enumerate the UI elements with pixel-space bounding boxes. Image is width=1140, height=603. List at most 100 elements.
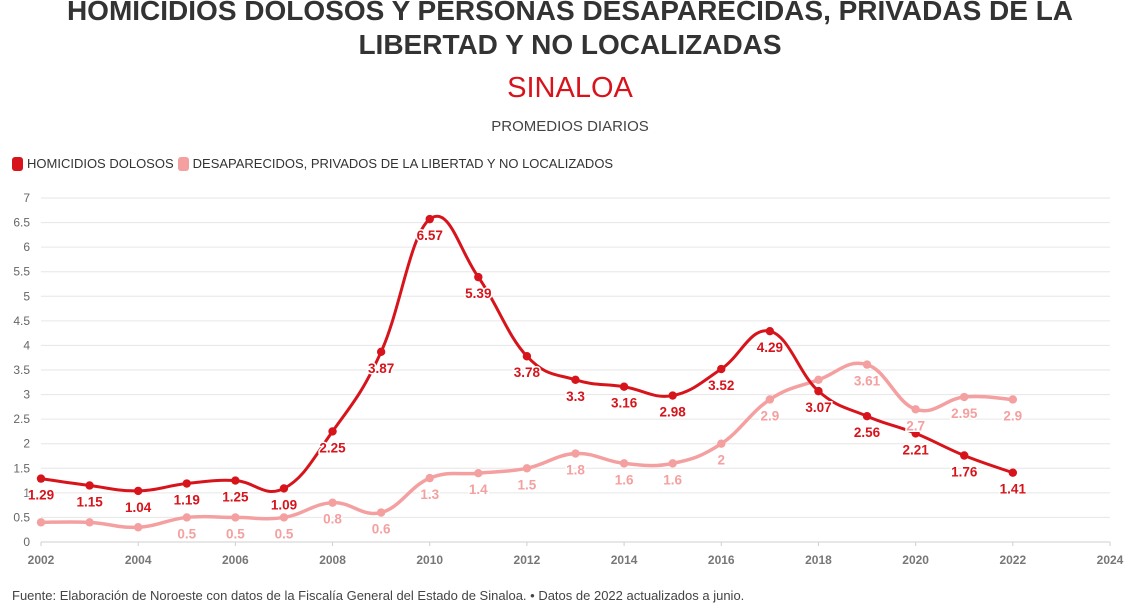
data-point-homicidios bbox=[36, 474, 46, 483]
data-label-homicidios: 4.29 bbox=[757, 340, 783, 355]
data-label-homicidios: 1.25 bbox=[222, 490, 249, 505]
data-point-desaparecidos bbox=[717, 439, 726, 448]
x-tick-label: 2004 bbox=[125, 553, 152, 567]
data-point-desaparecidos bbox=[376, 508, 386, 517]
y-tick-label: 4 bbox=[23, 338, 30, 352]
data-point-desaparecidos bbox=[474, 469, 483, 478]
data-label-homicidios: 1.29 bbox=[28, 488, 54, 503]
data-point-desaparecidos bbox=[36, 518, 46, 527]
x-tick-label: 2024 bbox=[1097, 553, 1124, 567]
data-point-desaparecidos bbox=[668, 459, 677, 468]
y-tick-label: 6 bbox=[23, 240, 30, 254]
data-label-homicidios: 1.41 bbox=[1000, 482, 1027, 497]
data-label-homicidios: 3.52 bbox=[708, 378, 734, 393]
data-point-desaparecidos bbox=[765, 395, 775, 404]
y-tick-label: 4.5 bbox=[13, 314, 30, 328]
data-label-layer: 0.5 0.5 0.5 0.8 0.6 1.3 1.4 1.5 1.8 1.6 1.6 2 2.9 3.6… bbox=[26, 227, 1028, 543]
data-point-homicidios bbox=[862, 411, 872, 421]
data-label-homicidios: 2.98 bbox=[660, 405, 687, 420]
chart-region: SINALOA bbox=[507, 72, 633, 104]
data-label-homicidios: 2.21 bbox=[902, 442, 929, 457]
x-tick-label: 2010 bbox=[416, 553, 443, 567]
legend-item-homicidios[interactable]: HOMICIDIOS DOLOSOS bbox=[12, 156, 174, 171]
data-point-homicidios bbox=[85, 481, 94, 490]
data-point-homicidios bbox=[619, 382, 629, 391]
data-point-desaparecidos bbox=[960, 392, 969, 402]
x-tick-label: 2020 bbox=[902, 553, 929, 567]
x-tick-label: 2014 bbox=[611, 553, 638, 567]
y-tick-label: 1.5 bbox=[13, 461, 30, 475]
data-label-desaparecidos: 0.5 bbox=[177, 526, 196, 541]
legend-swatch-desaparecidos bbox=[177, 156, 189, 171]
data-label-desaparecidos: 0.6 bbox=[372, 522, 391, 537]
data-label-desaparecidos: 2.9 bbox=[760, 408, 779, 423]
data-label-desaparecidos: 0.8 bbox=[323, 512, 342, 527]
data-label-homicidios: 3.07 bbox=[805, 400, 831, 415]
data-label-desaparecidos: 1.4 bbox=[469, 482, 488, 497]
series-line-homicidios bbox=[39, 214, 1015, 493]
data-point-desaparecidos bbox=[1008, 395, 1018, 404]
y-tick-label: 7 bbox=[23, 191, 30, 205]
data-point-desaparecidos bbox=[619, 459, 629, 468]
series-layer bbox=[36, 214, 1018, 532]
legend-item-desaparecidos[interactable]: DESAPARECIDOS, PRIVADOS DE LA LIBERTAD Y… bbox=[177, 156, 614, 171]
data-point-desaparecidos bbox=[231, 513, 240, 522]
data-point-desaparecidos bbox=[133, 523, 143, 532]
y-tick-label: 3 bbox=[23, 388, 30, 402]
data-point-desaparecidos bbox=[182, 513, 191, 522]
legend-label-homicidios: HOMICIDIOS DOLOSOS bbox=[27, 156, 174, 171]
data-point-homicidios bbox=[765, 326, 775, 336]
data-label-homicidios: 2.25 bbox=[319, 440, 346, 455]
y-tick-label: 5.5 bbox=[13, 265, 30, 279]
data-point-homicidios bbox=[814, 386, 823, 396]
x-tick-label: 2006 bbox=[222, 553, 249, 567]
data-label-desaparecidos: 1.5 bbox=[518, 477, 537, 492]
data-label-desaparecidos: 2.7 bbox=[906, 418, 925, 433]
y-tick-label: 5 bbox=[23, 289, 30, 303]
legend-label-desaparecidos: DESAPARECIDOS, PRIVADOS DE LA LIBERTAD Y… bbox=[192, 156, 614, 171]
data-label-homicidios: 3.3 bbox=[566, 389, 585, 404]
x-tick-label: 2008 bbox=[319, 553, 346, 567]
x-tick-label: 2016 bbox=[708, 553, 735, 567]
chart-caption: PROMEDIOS DIARIOS bbox=[491, 118, 649, 135]
data-point-desaparecidos bbox=[911, 405, 920, 414]
x-tick-label: 2002 bbox=[28, 553, 55, 567]
data-label-desaparecidos: 1.6 bbox=[663, 472, 682, 487]
data-label-desaparecidos: 1.8 bbox=[566, 463, 585, 478]
data-label-homicidios: 3.78 bbox=[514, 365, 541, 380]
data-point-homicidios bbox=[279, 484, 289, 493]
data-point-desaparecidos bbox=[425, 473, 434, 483]
data-label-homicidios: 1.76 bbox=[951, 465, 978, 480]
data-point-homicidios bbox=[425, 214, 434, 224]
y-tick-label: 0.5 bbox=[13, 510, 30, 524]
data-label-desaparecidos: 2 bbox=[718, 453, 726, 468]
data-point-desaparecidos bbox=[328, 498, 337, 507]
data-point-desaparecidos bbox=[862, 360, 872, 369]
data-point-homicidios bbox=[474, 272, 483, 282]
y-tick-label: 0 bbox=[23, 535, 30, 549]
data-point-desaparecidos bbox=[571, 449, 580, 458]
data-label-homicidios: 2.56 bbox=[854, 425, 881, 440]
legend-swatch-homicidios bbox=[12, 156, 23, 171]
y-tick-label: 2.5 bbox=[13, 412, 30, 426]
x-tick-label: 2022 bbox=[999, 553, 1026, 567]
grid-layer bbox=[41, 197, 1110, 543]
data-label-homicidios: 1.09 bbox=[271, 497, 297, 512]
chart-title-line1: HOMICIDIOS DOLOSOS Y PERSONAS DESAPARECI… bbox=[66, 0, 1074, 26]
y-tick-label: 1 bbox=[23, 486, 30, 500]
data-label-desaparecidos: 0.5 bbox=[226, 526, 245, 541]
data-point-homicidios bbox=[960, 451, 969, 460]
x-tick-label: 2018 bbox=[805, 553, 832, 567]
data-point-homicidios bbox=[717, 364, 726, 374]
data-label-desaparecidos: 1.3 bbox=[420, 487, 439, 502]
data-label-homicidios: 6.57 bbox=[417, 228, 443, 243]
data-point-desaparecidos bbox=[814, 375, 823, 385]
data-point-homicidios bbox=[911, 429, 920, 438]
data-point-homicidios bbox=[133, 486, 143, 496]
data-point-desaparecidos bbox=[522, 464, 532, 473]
data-label-desaparecidos: 2.95 bbox=[951, 406, 978, 421]
y-tick-label: 3.5 bbox=[13, 363, 30, 377]
data-point-homicidios bbox=[1008, 468, 1018, 477]
data-label-desaparecidos: 0.5 bbox=[275, 526, 294, 541]
